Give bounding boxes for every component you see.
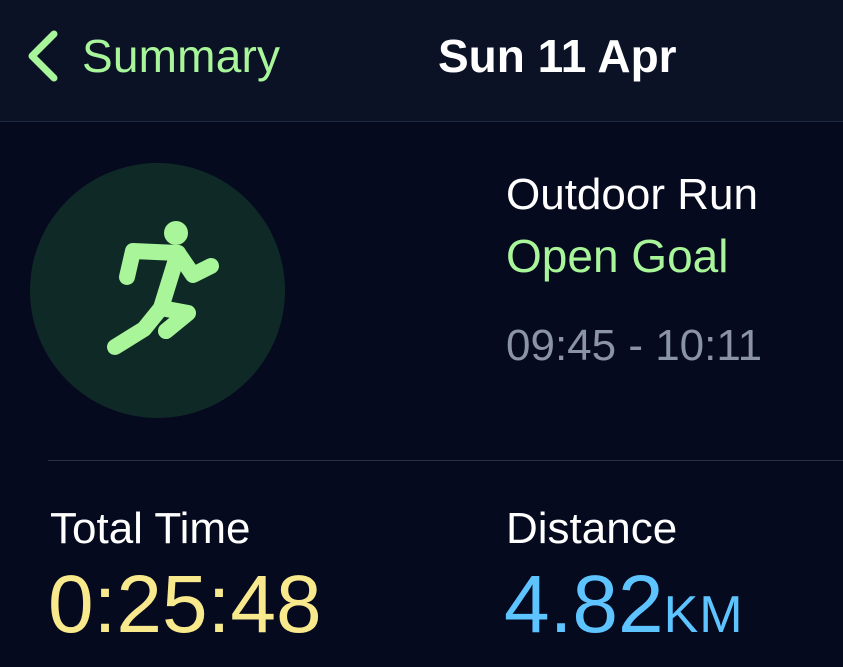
distance-unit: KM xyxy=(663,586,744,644)
distance-label: Distance xyxy=(506,504,678,553)
total-time-value: 0:25:48 xyxy=(48,559,322,650)
workout-time-range: 09:45 - 10:11 xyxy=(506,321,763,370)
workout-icon-badge xyxy=(30,163,285,418)
back-button[interactable]: Summary xyxy=(22,24,280,88)
total-time-label: Total Time xyxy=(50,504,251,553)
navigation-bar: Summary Sun 11 Apr xyxy=(0,0,843,122)
section-divider xyxy=(48,460,843,461)
workout-type: Outdoor Run xyxy=(506,170,758,219)
back-button-label: Summary xyxy=(82,30,281,82)
page-title: Sun 11 Apr xyxy=(438,30,677,82)
distance-value: 4.82 xyxy=(504,559,664,650)
running-figure-icon xyxy=(107,221,219,355)
chevron-left-icon xyxy=(28,30,58,82)
distance-metric: 4.82KM xyxy=(504,560,744,660)
workout-goal: Open Goal xyxy=(506,230,729,282)
